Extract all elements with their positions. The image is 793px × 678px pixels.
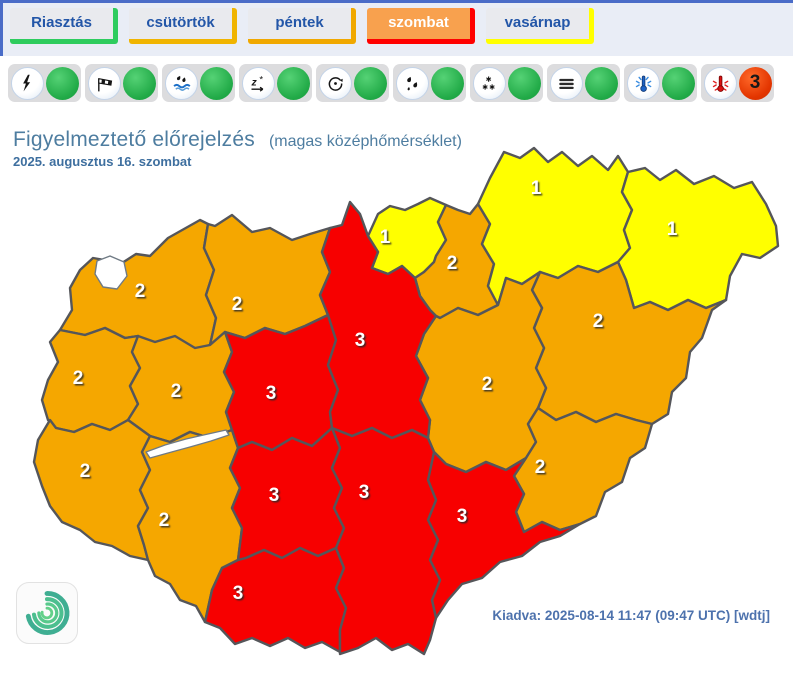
warning-group-heat[interactable]: 3 xyxy=(701,64,774,102)
page-title: Figyelmeztető előrejelzés xyxy=(13,128,255,151)
status-circle xyxy=(199,66,233,100)
warning-group-heavy-rain[interactable] xyxy=(162,64,235,102)
heat-icon xyxy=(703,66,737,100)
status-circle xyxy=(122,66,156,100)
warning-group-thunderstorm[interactable] xyxy=(8,64,81,102)
freezing-rain-icon xyxy=(318,66,352,100)
map-heading: Figyelmeztető előrejelzés (magas középhő… xyxy=(13,128,462,169)
status-circle xyxy=(584,66,618,100)
svg-text:z: z xyxy=(250,76,257,88)
issued-timestamp: Kiadva: 2025-08-14 11:47 (09:47 UTC) [wd… xyxy=(492,608,770,623)
met-logo xyxy=(16,582,78,644)
windsock-icon xyxy=(87,66,121,100)
warning-group-snow[interactable] xyxy=(470,64,543,102)
rain-icon xyxy=(395,66,429,100)
status-circle xyxy=(507,66,541,100)
county-bacs-kiskun[interactable] xyxy=(330,426,442,656)
svg-text:*: * xyxy=(259,74,263,85)
heavy-rain-icon xyxy=(164,66,198,100)
snow-icon xyxy=(472,66,506,100)
warning-group-fog[interactable] xyxy=(547,64,620,102)
tab-vasarnap[interactable]: vasárnap xyxy=(486,8,594,44)
warning-group-rain[interactable] xyxy=(393,64,466,102)
warning-icon-bar: z * xyxy=(8,64,774,102)
warning-group-extreme-cold[interactable] xyxy=(624,64,697,102)
county-szabolcs-szatmar-bereg[interactable] xyxy=(616,166,780,312)
lake-ferto xyxy=(94,255,128,290)
status-circle xyxy=(45,66,79,100)
county-vas[interactable] xyxy=(40,326,142,434)
status-circle xyxy=(661,66,695,100)
spiral-logo-icon xyxy=(25,591,70,635)
day-tab-bar: Riasztás csütörtök péntek szombat vasárn… xyxy=(10,8,594,44)
extreme-cold-icon xyxy=(626,66,660,100)
status-circle xyxy=(276,66,310,100)
county-pest[interactable] xyxy=(318,200,438,440)
status-circle xyxy=(353,66,387,100)
tab-szombat-active[interactable]: szombat xyxy=(367,8,475,44)
fog-icon xyxy=(549,66,583,100)
warning-group-wind[interactable] xyxy=(85,64,158,102)
county-zala[interactable] xyxy=(32,418,152,562)
forecast-date: 2025. augusztus 16. szombat xyxy=(13,154,192,169)
county-veszprem[interactable] xyxy=(126,330,236,444)
snowdrift-icon: z * xyxy=(241,66,275,100)
lake-balaton xyxy=(145,429,230,459)
county-bekes[interactable] xyxy=(512,406,654,534)
tab-pentek[interactable]: péntek xyxy=(248,8,356,44)
county-gyor-moson-sopron[interactable] xyxy=(58,218,218,352)
tab-riasztas[interactable]: Riasztás xyxy=(10,8,118,44)
thunderstorm-icon xyxy=(10,66,44,100)
county-tolna[interactable] xyxy=(228,426,346,562)
top-accent-bar xyxy=(0,0,793,3)
status-circle xyxy=(430,66,464,100)
status-circle-alert: 3 xyxy=(738,66,772,100)
warning-group-snowdrift[interactable]: z * xyxy=(239,64,312,102)
page-title-qualifier: (magas középhőmérséklet) xyxy=(268,133,462,150)
tab-csutortok[interactable]: csütörtök xyxy=(129,8,237,44)
warning-group-freezing-rain[interactable] xyxy=(316,64,389,102)
